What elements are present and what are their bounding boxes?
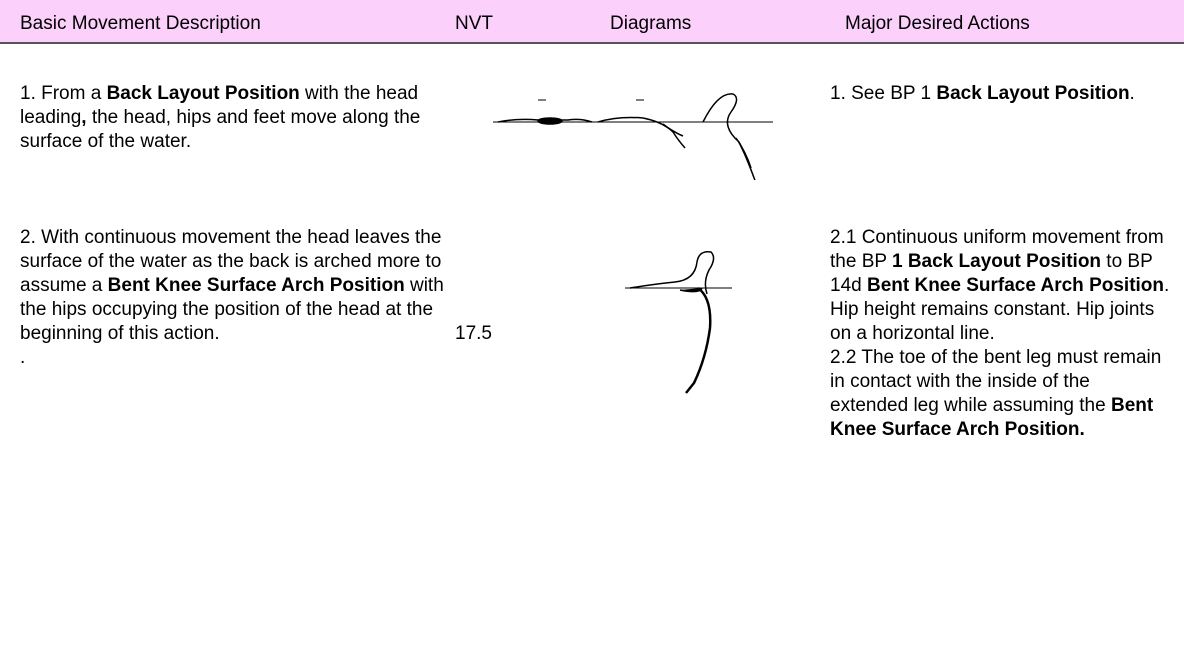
column-header: Major Desired Actions <box>845 13 1030 34</box>
paragraph: 1. From a Back Layout Position with the … <box>20 82 445 154</box>
text-run: . <box>1129 83 1135 104</box>
paragraph: 1. See BP 1 Back Layout Position. <box>830 82 1170 106</box>
text-run: with the head leading <box>20 83 419 128</box>
actions-cell: 1. See BP 1 Back Layout Position. <box>830 82 1170 106</box>
column-header: Diagrams <box>610 13 692 34</box>
column-header: NVT <box>455 13 493 34</box>
nvt-cell: 17.5 <box>455 323 492 344</box>
text-run: Bent Knee Surface Arch Position <box>866 275 1165 296</box>
text-run: 1. See BP 1 <box>830 83 937 104</box>
paragraph: 2.2 The toe of the bent leg must remain … <box>830 346 1170 442</box>
text-run: 1. From a <box>20 83 107 104</box>
text-run: Bent Knee Surface Arch Position <box>107 275 405 296</box>
column-header: Basic Movement Description <box>20 13 261 34</box>
diagram <box>493 93 773 180</box>
text-run: . Hip height remains constant. Hip joint… <box>830 275 1170 344</box>
text-run: , <box>81 107 87 128</box>
text-run: 2.1 Continuous uniform movement from the… <box>830 227 1164 272</box>
text-run: the head, hips and feet move along the s… <box>20 107 421 152</box>
paragraph: 2. With continuous movement the head lea… <box>20 226 445 346</box>
description-cell: 2. With continuous movement the head lea… <box>20 226 445 370</box>
text-run: . <box>20 347 26 368</box>
text-run: Back Layout Position <box>106 83 300 104</box>
actions-cell: 2.1 Continuous uniform movement from the… <box>830 226 1170 442</box>
paragraph: . <box>20 346 445 370</box>
table-header: Basic Movement Description NVT Diagrams … <box>0 0 1184 44</box>
description-cell: 1. From a Back Layout Position with the … <box>20 82 445 154</box>
text-run: 2.2 The toe of the bent leg must remain … <box>830 347 1162 416</box>
text-run: with the hips occupying the position of … <box>20 275 444 344</box>
text-run: 2. With continuous movement the head lea… <box>20 227 442 296</box>
paragraph: 2.1 Continuous uniform movement from the… <box>830 226 1170 346</box>
text-run: to BP 14d <box>830 251 1153 296</box>
text-run: 1 Back Layout Position <box>891 251 1102 272</box>
diagram <box>625 250 732 394</box>
text-run: Back Layout Position <box>936 83 1130 104</box>
text-run: Bent Knee Surface Arch Position. <box>830 395 1154 440</box>
